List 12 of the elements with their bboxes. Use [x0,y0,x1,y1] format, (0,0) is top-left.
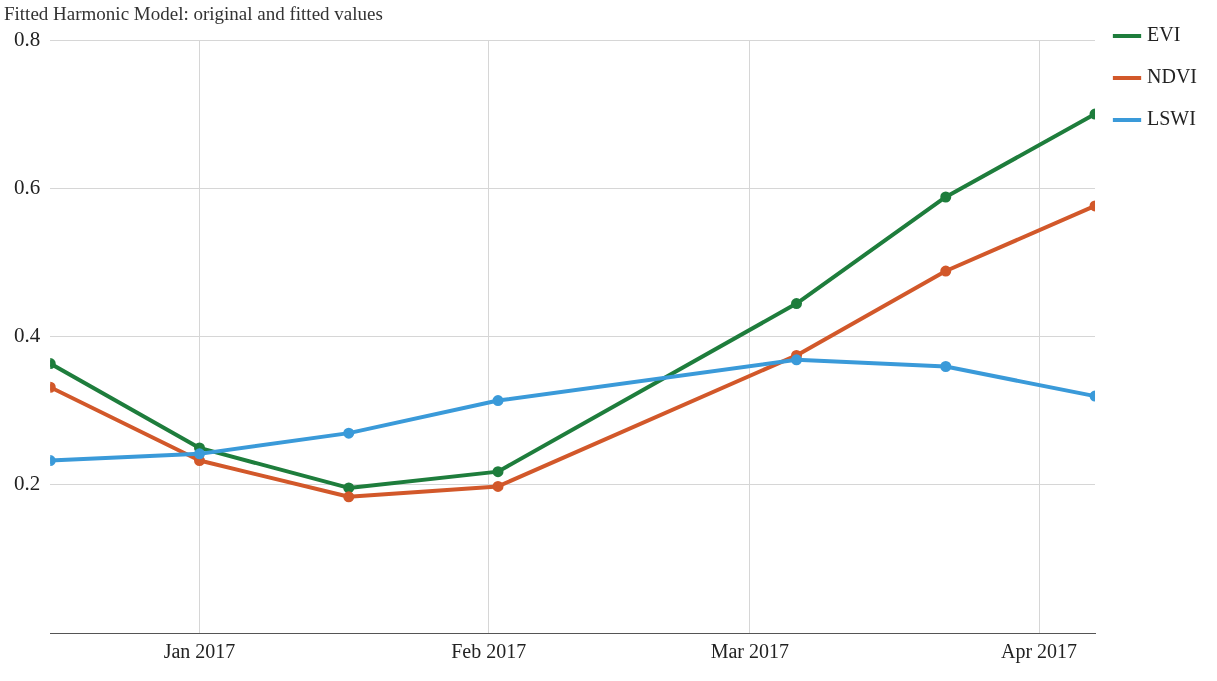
legend-label: NDVI [1147,65,1198,88]
y-tick-label: 0.4 [14,323,41,348]
legend-label: LSWI [1147,107,1196,130]
x-tick-label: Jan 2017 [163,640,236,663]
x-tick-label: Apr 2017 [1000,640,1078,664]
y-tick-label: 0.8 [14,27,41,52]
legend-label: EVI [1147,23,1181,46]
y-tick-label: 0.2 [14,471,41,496]
y-tick-label: 0.6 [14,175,41,200]
x-tick-label: Feb 2017 [451,640,527,663]
x-tick-label: Mar 2017 [710,640,790,663]
chart-title: Fitted Harmonic Model: original and fitted values [4,3,383,25]
